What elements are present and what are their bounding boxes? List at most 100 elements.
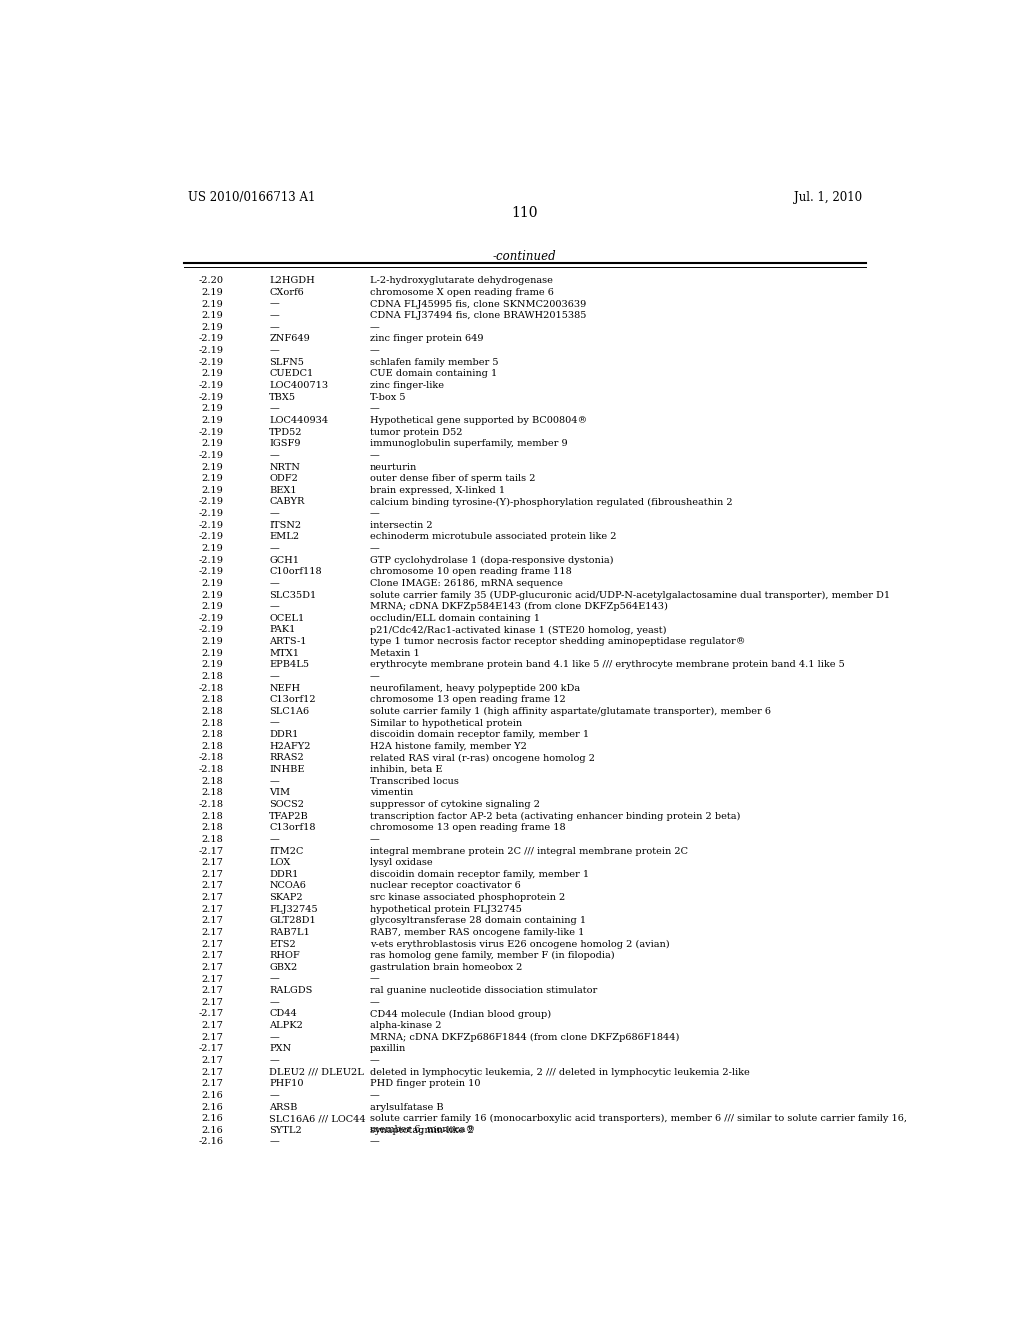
Text: —: — xyxy=(269,579,279,587)
Text: L2HGDH: L2HGDH xyxy=(269,276,315,285)
Text: ral guanine nucleotide dissociation stimulator: ral guanine nucleotide dissociation stim… xyxy=(370,986,597,995)
Text: —: — xyxy=(269,836,279,843)
Text: —: — xyxy=(269,998,279,1007)
Text: -2.19: -2.19 xyxy=(199,451,223,459)
Text: 2.18: 2.18 xyxy=(202,836,223,843)
Text: CUEDC1: CUEDC1 xyxy=(269,370,313,379)
Text: tumor protein D52: tumor protein D52 xyxy=(370,428,463,437)
Text: 2.17: 2.17 xyxy=(202,998,223,1007)
Text: neurturin: neurturin xyxy=(370,462,418,471)
Text: 2.19: 2.19 xyxy=(202,544,223,553)
Text: 2.19: 2.19 xyxy=(202,300,223,309)
Text: OCEL1: OCEL1 xyxy=(269,614,304,623)
Text: 2.19: 2.19 xyxy=(202,462,223,471)
Text: 2.17: 2.17 xyxy=(202,916,223,925)
Text: src kinase associated phosphoprotein 2: src kinase associated phosphoprotein 2 xyxy=(370,894,565,902)
Text: 110: 110 xyxy=(512,206,538,220)
Text: SLFN5: SLFN5 xyxy=(269,358,304,367)
Text: -2.18: -2.18 xyxy=(199,754,223,763)
Text: 2.18: 2.18 xyxy=(202,672,223,681)
Text: PXN: PXN xyxy=(269,1044,292,1053)
Text: 2.17: 2.17 xyxy=(202,1056,223,1065)
Text: glycosyltransferase 28 domain containing 1: glycosyltransferase 28 domain containing… xyxy=(370,916,586,925)
Text: -2.19: -2.19 xyxy=(199,626,223,635)
Text: 2.18: 2.18 xyxy=(202,696,223,705)
Text: 2.18: 2.18 xyxy=(202,742,223,751)
Text: erythrocyte membrane protein band 4.1 like 5 /// erythrocyte membrane protein ba: erythrocyte membrane protein band 4.1 li… xyxy=(370,660,845,669)
Text: 2.16: 2.16 xyxy=(202,1126,223,1135)
Text: inhibin, beta E: inhibin, beta E xyxy=(370,766,442,774)
Text: v-ets erythroblastosis virus E26 oncogene homolog 2 (avian): v-ets erythroblastosis virus E26 oncogen… xyxy=(370,940,670,949)
Text: TBX5: TBX5 xyxy=(269,392,296,401)
Text: gastrulation brain homeobox 2: gastrulation brain homeobox 2 xyxy=(370,962,522,972)
Text: IGSF9: IGSF9 xyxy=(269,440,301,449)
Text: discoidin domain receptor family, member 1: discoidin domain receptor family, member… xyxy=(370,730,589,739)
Text: 2.19: 2.19 xyxy=(202,590,223,599)
Text: -2.16: -2.16 xyxy=(199,1138,223,1147)
Text: occludin/ELL domain containing 1: occludin/ELL domain containing 1 xyxy=(370,614,540,623)
Text: NCOA6: NCOA6 xyxy=(269,882,306,891)
Text: —: — xyxy=(269,1032,279,1041)
Text: TFAP2B: TFAP2B xyxy=(269,812,309,821)
Text: PHF10: PHF10 xyxy=(269,1080,304,1088)
Text: 2.19: 2.19 xyxy=(202,579,223,587)
Text: 2.19: 2.19 xyxy=(202,474,223,483)
Text: CABYR: CABYR xyxy=(269,498,304,507)
Text: zinc finger-like: zinc finger-like xyxy=(370,381,444,389)
Text: solute carrier family 1 (high affinity aspartate/glutamate transporter), member : solute carrier family 1 (high affinity a… xyxy=(370,708,771,715)
Text: —: — xyxy=(269,1056,279,1065)
Text: zinc finger protein 649: zinc finger protein 649 xyxy=(370,334,483,343)
Text: RRAS2: RRAS2 xyxy=(269,754,304,763)
Text: —: — xyxy=(269,312,279,321)
Text: —: — xyxy=(370,1056,380,1065)
Text: 2.19: 2.19 xyxy=(202,486,223,495)
Text: 2.18: 2.18 xyxy=(202,788,223,797)
Text: C13orf18: C13orf18 xyxy=(269,824,315,833)
Text: hypothetical protein FLJ32745: hypothetical protein FLJ32745 xyxy=(370,904,522,913)
Text: type 1 tumor necrosis factor receptor shedding aminopeptidase regulator®: type 1 tumor necrosis factor receptor sh… xyxy=(370,638,745,645)
Text: CXorf6: CXorf6 xyxy=(269,288,304,297)
Text: MRNA; cDNA DKFZp584E143 (from clone DKFZp564E143): MRNA; cDNA DKFZp584E143 (from clone DKFZ… xyxy=(370,602,668,611)
Text: -2.17: -2.17 xyxy=(198,846,223,855)
Text: —: — xyxy=(269,672,279,681)
Text: arylsulfatase B: arylsulfatase B xyxy=(370,1102,443,1111)
Text: GLT28D1: GLT28D1 xyxy=(269,916,316,925)
Text: 2.19: 2.19 xyxy=(202,288,223,297)
Text: -2.19: -2.19 xyxy=(199,346,223,355)
Text: —: — xyxy=(370,346,380,355)
Text: lysyl oxidase: lysyl oxidase xyxy=(370,858,433,867)
Text: SOCS2: SOCS2 xyxy=(269,800,304,809)
Text: -2.19: -2.19 xyxy=(199,334,223,343)
Text: ARSB: ARSB xyxy=(269,1102,298,1111)
Text: CDNA FLJ37494 fis, clone BRAWH2015385: CDNA FLJ37494 fis, clone BRAWH2015385 xyxy=(370,312,587,321)
Text: ODF2: ODF2 xyxy=(269,474,298,483)
Text: EML2: EML2 xyxy=(269,532,299,541)
Text: —: — xyxy=(269,510,279,517)
Text: -2.19: -2.19 xyxy=(199,510,223,517)
Text: SKAP2: SKAP2 xyxy=(269,894,303,902)
Text: 2.17: 2.17 xyxy=(202,882,223,891)
Text: 2.18: 2.18 xyxy=(202,812,223,821)
Text: -2.19: -2.19 xyxy=(199,614,223,623)
Text: neurofilament, heavy polypeptide 200 kDa: neurofilament, heavy polypeptide 200 kDa xyxy=(370,684,581,693)
Text: discoidin domain receptor family, member 1: discoidin domain receptor family, member… xyxy=(370,870,589,879)
Text: T-box 5: T-box 5 xyxy=(370,392,406,401)
Text: -2.20: -2.20 xyxy=(199,276,223,285)
Text: MTX1: MTX1 xyxy=(269,648,299,657)
Text: —: — xyxy=(370,544,380,553)
Text: related RAS viral (r-ras) oncogene homolog 2: related RAS viral (r-ras) oncogene homol… xyxy=(370,754,595,763)
Text: —: — xyxy=(269,346,279,355)
Text: DDR1: DDR1 xyxy=(269,870,299,879)
Text: calcium binding tyrosine-(Y)-phosphorylation regulated (fibrousheathin 2: calcium binding tyrosine-(Y)-phosphoryla… xyxy=(370,498,733,507)
Text: 2.17: 2.17 xyxy=(202,1022,223,1030)
Text: —: — xyxy=(269,300,279,309)
Text: schlafen family member 5: schlafen family member 5 xyxy=(370,358,499,367)
Text: p21/Cdc42/Rac1-activated kinase 1 (STE20 homolog, yeast): p21/Cdc42/Rac1-activated kinase 1 (STE20… xyxy=(370,626,667,635)
Text: ITM2C: ITM2C xyxy=(269,846,304,855)
Text: —: — xyxy=(269,1090,279,1100)
Text: —: — xyxy=(269,544,279,553)
Text: 2.19: 2.19 xyxy=(202,323,223,331)
Text: -2.19: -2.19 xyxy=(199,392,223,401)
Text: -2.18: -2.18 xyxy=(199,800,223,809)
Text: SLC16A6 /// LOC44: SLC16A6 /// LOC44 xyxy=(269,1114,366,1123)
